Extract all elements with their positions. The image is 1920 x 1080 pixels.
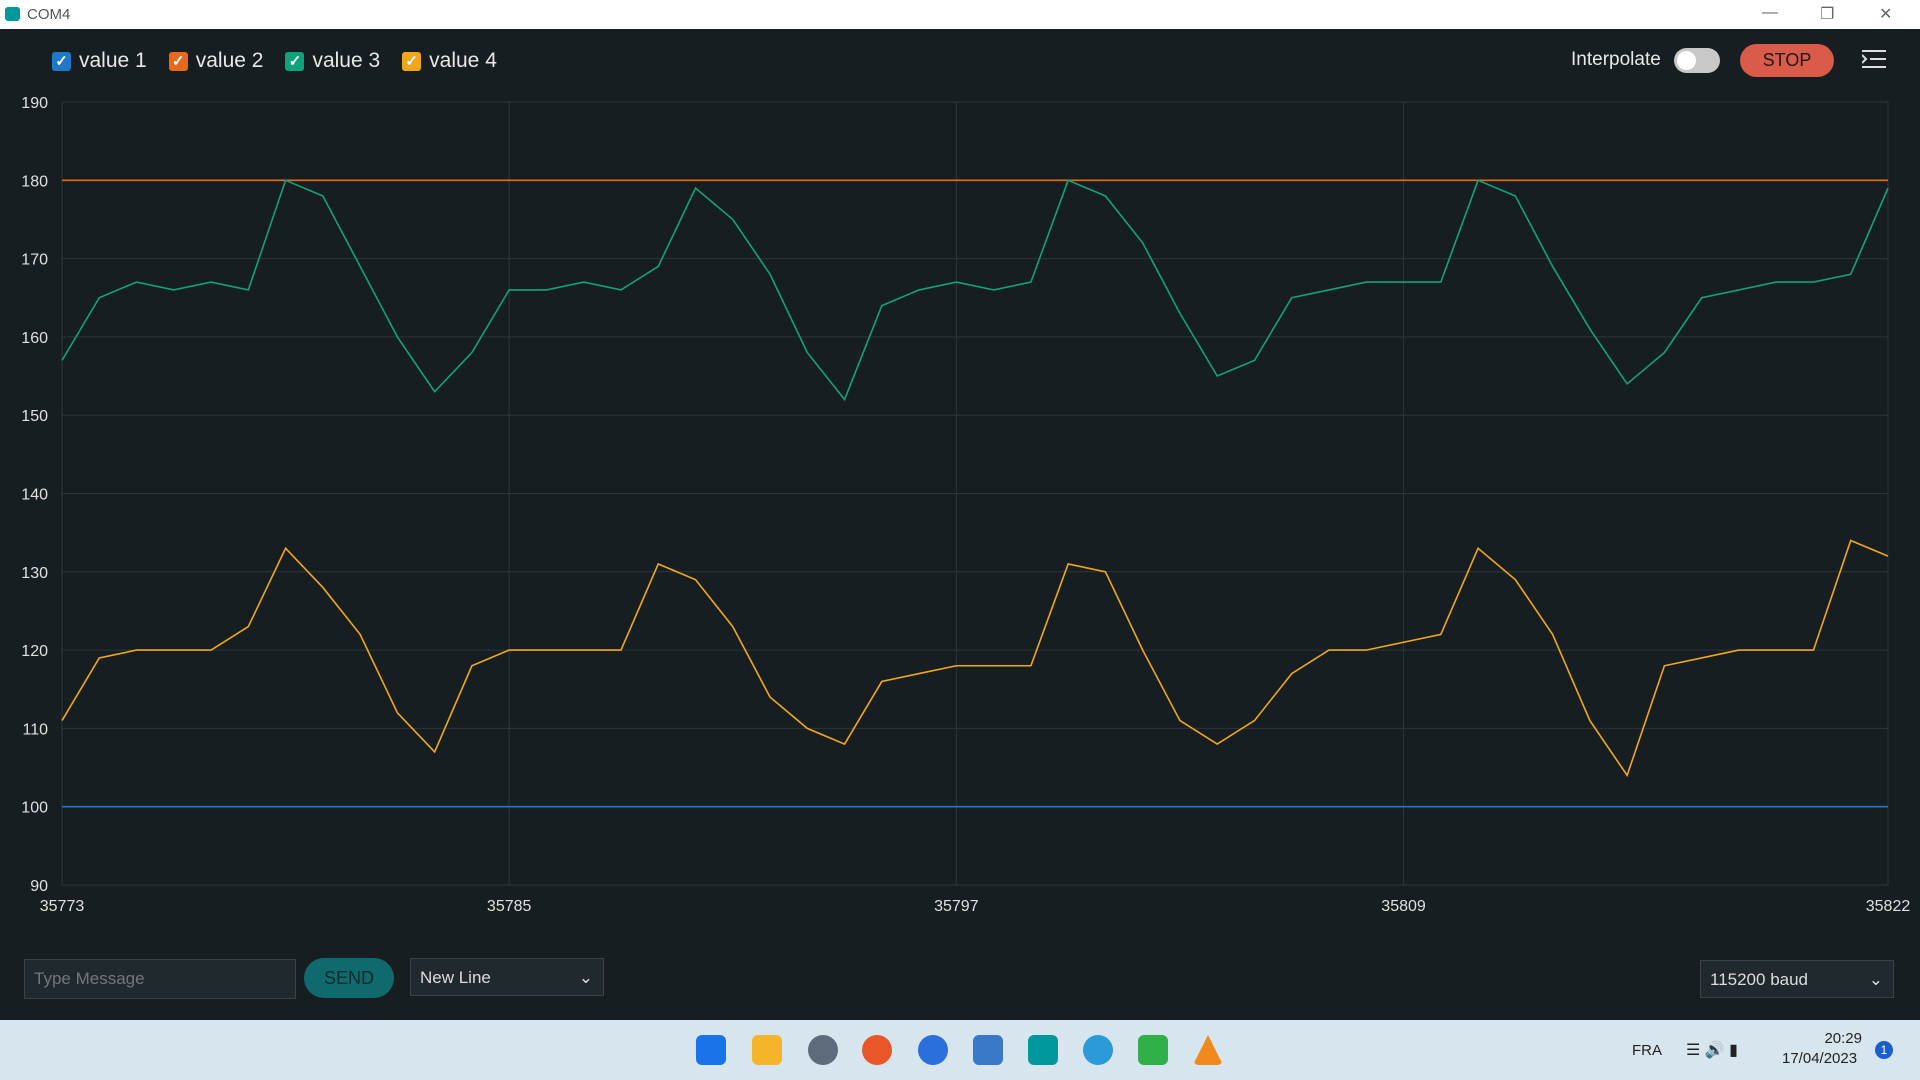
y-tick-label: 180	[21, 173, 48, 190]
legend-checkbox[interactable]: ✓	[52, 51, 71, 71]
app-icon	[5, 7, 20, 21]
close-button[interactable]: ✕	[1879, 6, 1893, 23]
legend-label: value 4	[429, 49, 497, 72]
series-line	[61, 539, 1889, 778]
stop-button[interactable]: STOP	[1740, 44, 1834, 77]
y-tick-label: 100	[21, 800, 48, 817]
send-button[interactable]: SEND	[304, 958, 394, 998]
y-tick-label: 150	[21, 408, 48, 425]
taskbar: FRA ☰ 🔊 ▮ 20:29 17/04/2023 1	[0, 1020, 1920, 1080]
series-line	[61, 179, 1889, 402]
legend: ✓ value 1 ✓ value 2 ✓ value 3 ✓ value 4	[52, 49, 497, 73]
line-ending-select[interactable]: New Line ⌄	[410, 958, 604, 996]
x-tick-label: 35785	[487, 898, 532, 915]
y-tick-label: 90	[30, 878, 48, 895]
notification-badge[interactable]: 1	[1875, 1041, 1893, 1059]
x-tick-label: 35773	[40, 898, 85, 915]
title-bar: COM4 — ❐ ✕	[0, 0, 1920, 29]
legend-checkbox[interactable]: ✓	[168, 51, 188, 71]
y-tick-label: 170	[21, 252, 48, 269]
calc-icon[interactable]	[1138, 1035, 1168, 1065]
clear-button[interactable]	[1862, 49, 1886, 69]
baud: 115200 baud	[1710, 970, 1809, 989]
y-tick-label: 130	[21, 565, 48, 582]
x-tick-label: 35822	[1866, 898, 1911, 915]
date: 17/04/2023	[1782, 1050, 1858, 1067]
legend-label: value 3	[312, 49, 381, 72]
x-tick-label: 35797	[934, 898, 979, 915]
legend-label: value 2	[195, 49, 264, 72]
line-ending: New Line	[420, 968, 491, 987]
y-tick-label: 140	[21, 487, 48, 504]
legend-item[interactable]: ✓ value 4	[402, 49, 497, 73]
legend-item[interactable]: ✓ value 2	[168, 49, 264, 73]
firefox-icon[interactable]	[862, 1035, 892, 1065]
legend-item[interactable]: ✓ value 3	[285, 49, 380, 73]
y-tick-label: 120	[21, 643, 48, 660]
arduino-icon[interactable]	[1028, 1035, 1058, 1065]
x-tick-label: 35809	[1381, 898, 1426, 915]
notepad-icon[interactable]	[973, 1035, 1003, 1065]
explorer-icon[interactable]	[752, 1035, 782, 1065]
y-tick-label: 160	[21, 330, 48, 347]
time: 20:29	[1824, 1030, 1862, 1047]
toolbar: ✓ value 1 ✓ value 2 ✓ value 3 ✓ value 4 Interpo…	[0, 29, 1920, 89]
app-icon[interactable]	[918, 1035, 948, 1065]
plot: 90 100 110 120 130 140 150 160 170 180 190 35773 357…	[21, 95, 1911, 915]
language[interactable]: FRA	[1632, 1042, 1662, 1059]
legend-checkbox[interactable]: ✓	[402, 51, 422, 71]
legend-checkbox[interactable]: ✓	[285, 51, 305, 71]
minimize-button[interactable]: —	[1762, 4, 1778, 21]
interpolate-toggle[interactable]	[1674, 48, 1720, 73]
vlc-icon[interactable]	[1193, 1035, 1223, 1065]
people-icon[interactable]	[1083, 1035, 1113, 1065]
message-bar: Type Message SEND New Line ⌄ 115200 baud ⌄	[0, 950, 1920, 1020]
legend-label: value 1	[79, 49, 147, 72]
settings-icon[interactable]	[808, 1035, 838, 1065]
y-tick-label: 190	[21, 95, 48, 112]
message-input[interactable]: Type Message	[24, 959, 296, 999]
tray-icons[interactable]: ☰ 🔊 ▮	[1686, 1042, 1738, 1059]
start-button[interactable]	[696, 1035, 726, 1065]
interpolate-label: Interpolate	[1571, 49, 1661, 70]
window-title: COM4	[27, 6, 71, 23]
restore-button[interactable]: ❐	[1820, 6, 1835, 23]
legend-item[interactable]: ✓ value 1	[52, 49, 147, 73]
placeholder: Type Message	[34, 969, 145, 988]
baud-select[interactable]: 115200 baud ⌄	[1700, 960, 1894, 998]
y-tick-label: 110	[22, 721, 48, 738]
